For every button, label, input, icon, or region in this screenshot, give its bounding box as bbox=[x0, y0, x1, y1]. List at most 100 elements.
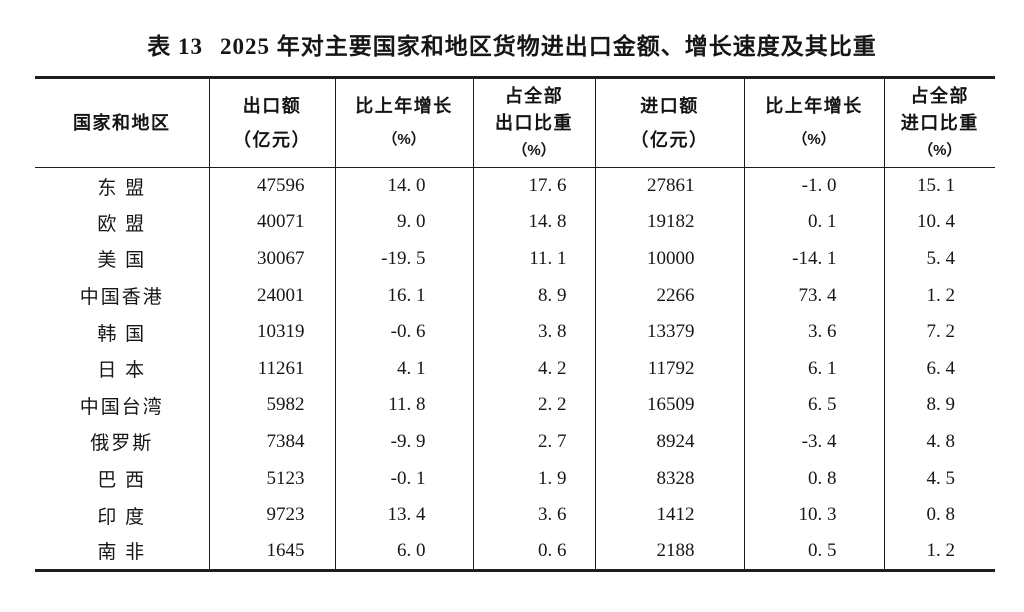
cell-export: 47596 bbox=[209, 167, 336, 205]
cell-region: 日 本 bbox=[35, 350, 210, 388]
table-row: 俄罗斯 7384 -9. 9 2. 7 8924 -3. 4 4. 8 bbox=[35, 423, 995, 461]
cell-region: 俄罗斯 bbox=[35, 423, 210, 461]
cell-import-growth: 6. 1 bbox=[744, 350, 885, 388]
cell-import-growth: 10. 3 bbox=[744, 496, 885, 534]
cell-export: 30067 bbox=[209, 240, 336, 278]
table-row: 巴 西 5123 -0. 1 1. 9 8328 0. 8 4. 5 bbox=[35, 460, 995, 497]
cell-export-share: 4. 2 bbox=[473, 350, 596, 388]
cell-import-share: 15. 1 bbox=[917, 175, 955, 197]
header-unit: （亿元） bbox=[630, 130, 709, 150]
cell-export: 1645 bbox=[209, 533, 336, 571]
cell-import-share: 1. 2 bbox=[926, 539, 956, 561]
table-number: 表 13 bbox=[147, 34, 203, 59]
cell-export-growth: 16. 1 bbox=[335, 277, 474, 314]
header-label: 进口额 bbox=[640, 96, 699, 116]
cell-import: 27861 bbox=[595, 167, 745, 205]
col-header-import-growth: 比上年增长 （%） bbox=[744, 77, 885, 168]
cell-export-growth: 13. 4 bbox=[335, 496, 474, 534]
col-header-export-growth: 比上年增长 （%） bbox=[335, 77, 474, 168]
cell-import: 13379 bbox=[595, 313, 745, 351]
cell-import-growth: 0. 1 bbox=[744, 204, 885, 241]
header-unit: （%） bbox=[382, 131, 426, 148]
cell-region: 韩 国 bbox=[35, 313, 210, 351]
cell-import-growth: -3. 4 bbox=[744, 423, 885, 461]
table-row: 欧 盟 40071 9. 0 14. 8 19182 0. 1 10. 4 bbox=[35, 204, 995, 241]
cell-import: 16509 bbox=[595, 387, 745, 424]
cell-import-share: 8. 9 bbox=[926, 394, 956, 416]
cell-import: 10000 bbox=[595, 240, 745, 278]
table-row: 东 盟 47596 14. 0 17. 6 27861 -1. 0 15. 1 bbox=[35, 167, 995, 205]
cell-region: 南 非 bbox=[35, 533, 210, 571]
table-caption: 2025 年对主要国家和地区货物进出口金额、增长速度及其比重 bbox=[220, 34, 877, 59]
col-header-import-share: 占全部 进口比重 （%） bbox=[884, 77, 995, 168]
cell-import-share: 4. 8 bbox=[926, 430, 956, 452]
table-row: 美 国 30067 -19. 5 11. 1 10000 -14. 1 5. 4 bbox=[35, 240, 995, 278]
cell-export-share: 0. 6 bbox=[473, 533, 596, 571]
table-title: 表 13 2025 年对主要国家和地区货物进出口金额、增长速度及其比重 bbox=[0, 0, 1024, 61]
cell-export-growth: -19. 5 bbox=[335, 240, 474, 278]
cell-import: 1412 bbox=[595, 496, 745, 534]
cell-export-growth: -0. 6 bbox=[335, 313, 474, 351]
cell-import-growth: 3. 6 bbox=[744, 313, 885, 351]
cell-export-share: 17. 6 bbox=[473, 167, 596, 205]
header-unit: （%） bbox=[792, 131, 836, 148]
header-unit: （%） bbox=[512, 141, 556, 159]
cell-import-growth: 73. 4 bbox=[744, 277, 885, 314]
cell-import: 8924 bbox=[595, 423, 745, 461]
cell-region: 东 盟 bbox=[35, 167, 210, 205]
trade-table: 国家和地区 出口额 （亿元） 比上年增长 （%） 占全部 出口比重 （%） 进口… bbox=[35, 76, 995, 572]
cell-region: 美 国 bbox=[35, 240, 210, 278]
cell-export-growth: 11. 8 bbox=[335, 387, 474, 424]
col-header-import: 进口额 （亿元） bbox=[595, 77, 745, 168]
cell-import: 2266 bbox=[595, 277, 745, 314]
cell-import: 8328 bbox=[595, 460, 745, 497]
cell-export-growth: 6. 0 bbox=[335, 533, 474, 571]
header-label: 比上年增长 bbox=[355, 96, 453, 116]
cell-import-share: 7. 2 bbox=[926, 321, 956, 343]
cell-export-growth: 14. 0 bbox=[335, 167, 474, 205]
col-header-region: 国家和地区 bbox=[35, 77, 210, 168]
cell-import-share: 1. 2 bbox=[926, 284, 956, 306]
header-label: 占全部 bbox=[910, 85, 969, 106]
cell-export-share: 11. 1 bbox=[473, 240, 596, 278]
cell-export-share: 1. 9 bbox=[473, 460, 596, 497]
cell-import-growth: 6. 5 bbox=[744, 387, 885, 424]
cell-export: 5123 bbox=[209, 460, 336, 497]
col-header-export: 出口额 （亿元） bbox=[209, 77, 336, 168]
cell-import-share: 4. 5 bbox=[926, 467, 956, 489]
cell-region: 巴 西 bbox=[35, 460, 210, 497]
cell-export-share: 3. 6 bbox=[473, 496, 596, 534]
cell-export: 10319 bbox=[209, 313, 336, 351]
header-label: 比上年增长 bbox=[765, 96, 863, 116]
col-header-export-share: 占全部 出口比重 （%） bbox=[473, 77, 596, 168]
header-label: 国家和地区 bbox=[73, 113, 171, 133]
table-row: 中国台湾 5982 11. 8 2. 2 16509 6. 5 8. 9 bbox=[35, 387, 995, 424]
header-unit: （%） bbox=[918, 141, 962, 159]
table-row: 韩 国 10319 -0. 6 3. 8 13379 3. 6 7. 2 bbox=[35, 313, 995, 351]
cell-export: 40071 bbox=[209, 204, 336, 241]
cell-import-growth: 0. 8 bbox=[744, 460, 885, 497]
header-label: 占全部 bbox=[504, 85, 564, 106]
cell-export: 24001 bbox=[209, 277, 336, 314]
table-row: 南 非 1645 6. 0 0. 6 2188 0. 5 1. 2 bbox=[35, 533, 995, 571]
table-row: 印 度 9723 13. 4 3. 6 1412 10. 3 0. 8 bbox=[35, 496, 995, 534]
cell-import-share: 6. 4 bbox=[926, 357, 956, 379]
cell-import-share: 10. 4 bbox=[917, 211, 955, 233]
cell-region: 欧 盟 bbox=[35, 204, 210, 241]
cell-import-growth: -14. 1 bbox=[744, 240, 885, 278]
cell-region: 中国台湾 bbox=[35, 387, 210, 424]
header-label: 进口比重 bbox=[900, 112, 979, 133]
cell-export-share: 8. 9 bbox=[473, 277, 596, 314]
cell-export-growth: -9. 9 bbox=[335, 423, 474, 461]
cell-export-growth: -0. 1 bbox=[335, 460, 474, 497]
header-row: 国家和地区 出口额 （亿元） 比上年增长 （%） 占全部 出口比重 （%） 进口… bbox=[35, 77, 995, 168]
table-row: 日 本 11261 4. 1 4. 2 11792 6. 1 6. 4 bbox=[35, 350, 995, 388]
cell-export-share: 3. 8 bbox=[473, 313, 596, 351]
cell-export-growth: 9. 0 bbox=[335, 204, 474, 241]
cell-export: 9723 bbox=[209, 496, 336, 534]
header-label: 出口额 bbox=[242, 96, 302, 116]
cell-export: 11261 bbox=[209, 350, 336, 388]
cell-import: 11792 bbox=[595, 350, 745, 388]
cell-import-growth: 0. 5 bbox=[744, 533, 885, 571]
